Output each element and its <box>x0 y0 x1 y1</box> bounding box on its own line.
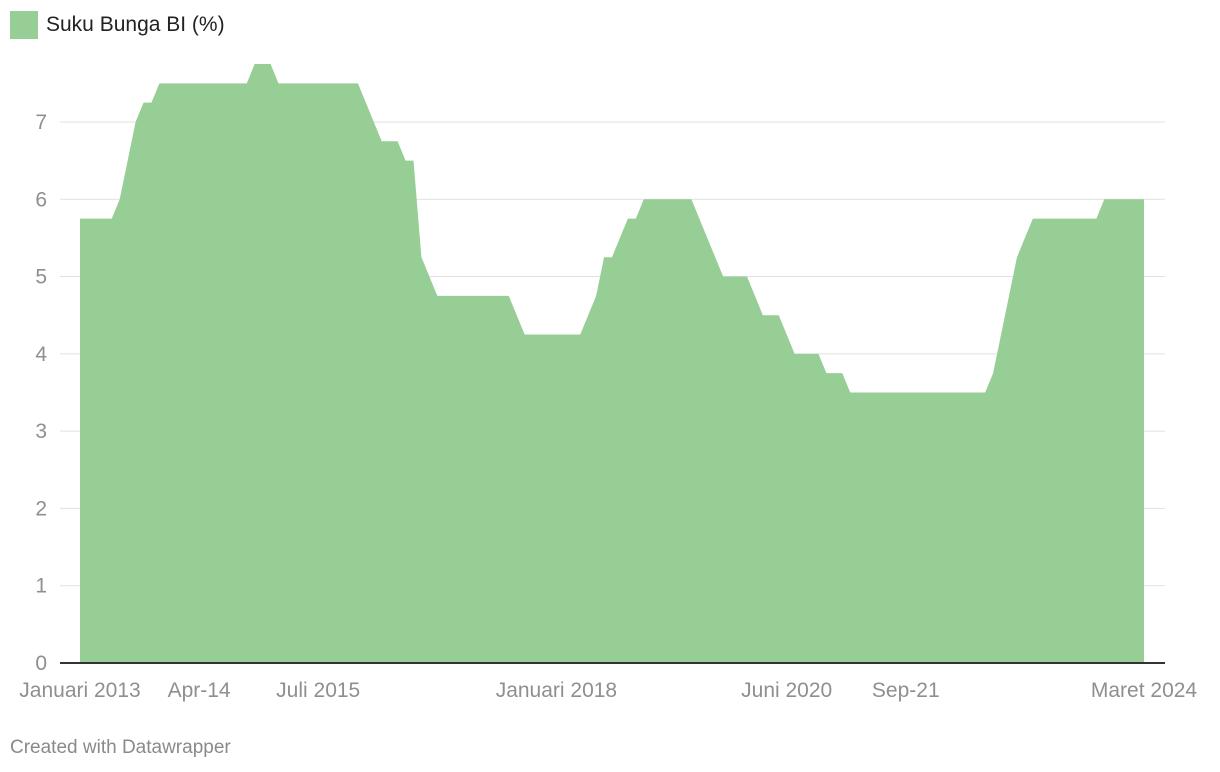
legend-swatch <box>10 11 38 39</box>
x-tick-label: Januari 2018 <box>496 679 617 702</box>
y-tick-label: 3 <box>35 420 47 443</box>
area-series <box>80 64 1144 663</box>
y-tick-label: 0 <box>35 652 47 675</box>
x-tick-label: Juni 2020 <box>741 679 832 702</box>
x-tick-label: Juli 2015 <box>276 679 360 702</box>
x-tick-label: Maret 2024 <box>1091 679 1198 702</box>
y-tick-label: 7 <box>35 111 47 134</box>
y-tick-label: 6 <box>35 188 47 211</box>
y-tick-label: 4 <box>35 343 47 366</box>
credit-footer: Created with Datawrapper <box>10 737 231 758</box>
chart-legend: Suku Bunga BI (%) <box>10 10 225 40</box>
x-tick-label: Apr-14 <box>168 679 231 702</box>
y-tick-label: 2 <box>35 497 47 520</box>
legend-label: Suku Bunga BI (%) <box>46 13 225 36</box>
x-tick-label: Januari 2013 <box>19 679 140 702</box>
x-tick-label: Sep-21 <box>872 679 940 702</box>
y-tick-label: 1 <box>35 575 47 598</box>
y-tick-label: 5 <box>35 266 47 289</box>
